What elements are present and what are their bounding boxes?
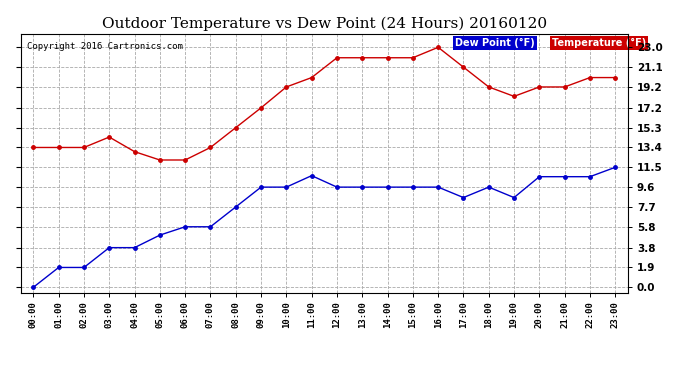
Text: Dew Point (°F): Dew Point (°F) [455, 38, 535, 48]
Title: Outdoor Temperature vs Dew Point (24 Hours) 20160120: Outdoor Temperature vs Dew Point (24 Hou… [101, 17, 547, 31]
Text: Copyright 2016 Cartronics.com: Copyright 2016 Cartronics.com [27, 42, 183, 51]
Text: Temperature (°F): Temperature (°F) [552, 38, 647, 48]
